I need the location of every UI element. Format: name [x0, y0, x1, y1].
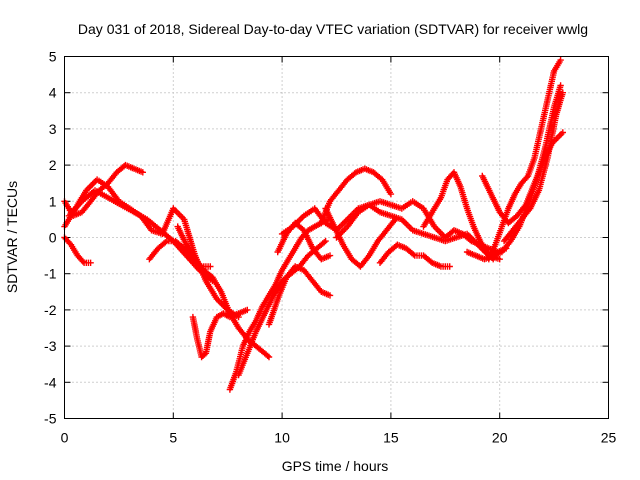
y-tick-label: -4	[44, 374, 57, 390]
series-sat-h	[226, 216, 331, 393]
y-tick-label: -3	[44, 338, 57, 354]
y-tick-label: -2	[44, 302, 57, 318]
data-point-trail	[500, 89, 566, 245]
y-axis-label: SDTVAR / TECUs	[4, 181, 20, 293]
x-axis-label: GPS time / hours	[282, 458, 389, 474]
data-point-trail	[189, 306, 251, 361]
y-tick-label: 1	[49, 193, 57, 209]
data-point-trail	[65, 187, 216, 285]
x-tick-label: 25	[601, 430, 617, 446]
x-tick-label: 15	[383, 430, 399, 446]
series-sat-v	[500, 89, 566, 245]
data-point-trail	[333, 198, 449, 241]
x-tick-label: 5	[169, 430, 177, 446]
series-sat-d	[65, 187, 216, 285]
series-sat-c	[61, 234, 94, 266]
x-tick-label: 0	[61, 430, 69, 446]
data-point-trail	[226, 216, 331, 393]
data-point-trail	[61, 234, 94, 266]
series-sat-g	[189, 306, 251, 361]
data-point-trail	[146, 237, 214, 270]
x-tick-label: 20	[492, 430, 508, 446]
x-tick-labels: 0 5 10 15 20 25	[61, 430, 617, 446]
series-sat-j	[265, 263, 334, 328]
data-point-trail	[265, 263, 334, 328]
plot-frame	[64, 56, 609, 419]
y-tick-label: 5	[49, 49, 57, 65]
series-sat-p	[376, 241, 453, 270]
data-point-trail	[376, 241, 453, 270]
y-tick-label: -1	[44, 266, 57, 282]
data-points	[61, 56, 566, 393]
data-point-trail	[485, 56, 564, 263]
chart-title: Day 031 of 2018, Sidereal Day-to-day VTE…	[78, 21, 588, 37]
y-tick-label: 3	[49, 121, 57, 137]
series-sat-o	[333, 198, 449, 241]
series-sat-e	[146, 237, 214, 270]
x-tick-label: 10	[274, 430, 290, 446]
y-tick-label: 4	[49, 85, 57, 101]
series-sat-t	[485, 56, 564, 263]
y-tick-label: 2	[49, 157, 57, 173]
y-tick-labels: -5 -4 -3 -2 -1 0 1 2 3 4 5	[44, 49, 57, 427]
y-tick-label: 0	[49, 230, 57, 246]
y-tick-label: -5	[44, 411, 57, 427]
